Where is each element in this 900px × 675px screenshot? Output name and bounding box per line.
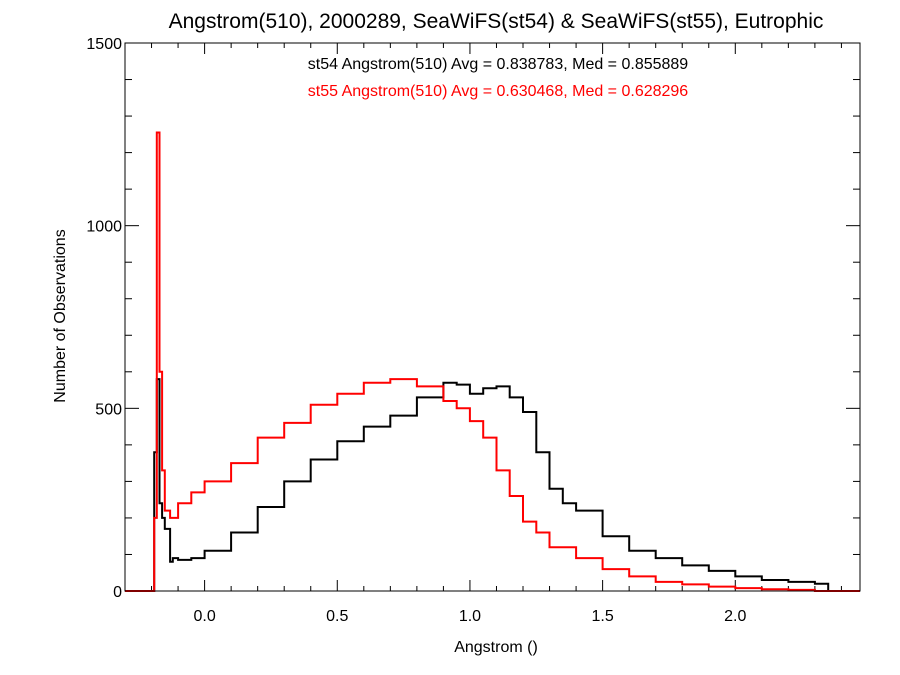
x-tick-label: 1.0 xyxy=(459,608,481,625)
axis-ticks xyxy=(125,42,860,592)
y-tick-label: 1000 xyxy=(86,219,122,236)
y-axis-label: Number of Observations xyxy=(52,229,69,402)
x-tick-labels: 0.0 0.5 1.0 1.5 2.0 xyxy=(193,608,746,625)
series-layer xyxy=(125,131,860,592)
x-tick-label: 0.5 xyxy=(326,608,348,625)
y-tick-label: 0 xyxy=(113,584,122,601)
x-tick-label: 1.5 xyxy=(591,608,613,625)
x-tick-label: 2.0 xyxy=(724,608,746,625)
x-axis-label: Angstrom () xyxy=(454,639,538,656)
st54-stats-annotation: st54 Angstrom(510) Avg = 0.838783, Med =… xyxy=(308,56,689,73)
series-0-histogram-line xyxy=(125,378,860,592)
plot-frame xyxy=(124,42,861,592)
y-tick-label: 500 xyxy=(95,401,122,418)
y-tick-labels: 0 500 1000 1500 xyxy=(86,36,122,601)
st55-stats-annotation: st55 Angstrom(510) Avg = 0.630468, Med =… xyxy=(308,83,689,100)
series-1-histogram-line xyxy=(125,131,860,592)
chart-title: Angstrom(510), 2000289, SeaWiFS(st54) & … xyxy=(169,10,824,33)
y-tick-label: 1500 xyxy=(86,36,122,53)
x-tick-label: 0.0 xyxy=(193,608,215,625)
